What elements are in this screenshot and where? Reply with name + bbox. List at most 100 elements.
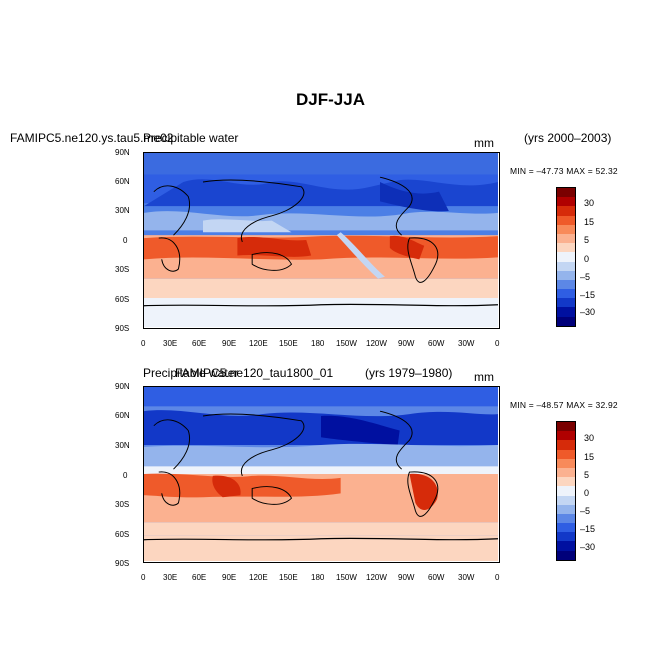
panel2-colorbar-label: –15 xyxy=(580,524,596,534)
colorbar-segment xyxy=(557,206,575,216)
panel2-lon-tick: 90W xyxy=(398,573,415,582)
panel1-units: mm xyxy=(474,136,494,150)
panel1-lon-tick: 0 xyxy=(495,339,500,348)
panel2-units: mm xyxy=(474,370,494,384)
panel2-lon-tick: 120W xyxy=(366,573,387,582)
panel1-lat-tick: 60S xyxy=(115,295,130,304)
panel1-case-title: FAMIPC5.ne120.ys.tau5.me02 xyxy=(10,131,174,145)
colorbar-segment xyxy=(557,188,575,198)
panel1-lon-tick: 180 xyxy=(311,339,325,348)
panel1-lat-tick: 30S xyxy=(115,265,130,274)
panel1-min-max: MIN = –47.73 MAX = 52.32 xyxy=(510,166,618,176)
colorbar-segment xyxy=(557,233,575,244)
colorbar-segment xyxy=(557,289,575,299)
panel2-min-max: MIN = –48.57 MAX = 32.92 xyxy=(510,400,618,410)
colorbar-segment xyxy=(557,513,575,524)
panel1-colorbar xyxy=(556,187,576,327)
panel2-lon-tick: 120E xyxy=(249,573,268,582)
panel2-years: (yrs 1979–1980) xyxy=(365,366,453,380)
panel2-lat-tick: 0 xyxy=(123,471,128,480)
colorbar-segment xyxy=(557,532,575,542)
colorbar-segment xyxy=(557,504,575,514)
panel2-lon-tick: 180 xyxy=(311,573,325,582)
panel2-variable-title: Precipitable water xyxy=(143,366,239,380)
colorbar-segment xyxy=(557,467,575,478)
panel1-colorbar-label: 30 xyxy=(584,198,595,208)
panel2-lon-tick: 150W xyxy=(336,573,357,582)
panel2-map-plot xyxy=(144,387,499,561)
panel2-colorbar-label: 5 xyxy=(584,470,590,480)
panel1-lat-tick: 90N xyxy=(115,148,130,157)
panel1-colorbar-label: –30 xyxy=(580,307,596,317)
colorbar-segment xyxy=(557,261,575,271)
figure-title: DJF-JJA xyxy=(296,90,365,109)
panel2-colorbar-label: –5 xyxy=(580,506,591,516)
panel2-lat-tick: 60S xyxy=(115,530,130,539)
panel1-colorbar-label: –15 xyxy=(580,290,596,300)
panel1-map xyxy=(143,152,500,329)
colorbar-segment xyxy=(557,422,575,432)
colorbar-segment xyxy=(557,307,575,317)
colorbar-segment xyxy=(557,458,575,468)
colorbar-segment xyxy=(557,243,575,253)
panel2-colorbar xyxy=(556,421,576,561)
panel1-lon-tick: 150W xyxy=(336,339,357,348)
panel1-variable-title: Precipitable water xyxy=(143,131,239,145)
panel2-lon-tick: 90E xyxy=(222,573,237,582)
colorbar-segment xyxy=(557,550,575,560)
panel1-lon-tick: 150E xyxy=(279,339,298,348)
panel1-lat-tick: 90S xyxy=(115,324,130,333)
panel1-lat-tick: 30N xyxy=(115,206,130,215)
panel2-lon-tick: 60E xyxy=(192,573,207,582)
panel2-lon-tick: 60W xyxy=(428,573,445,582)
panel2-map xyxy=(143,386,500,563)
panel2-colorbar-label: 15 xyxy=(584,452,595,462)
panel1-years: (yrs 2000–2003) xyxy=(524,131,612,145)
panel1-lon-tick: 60E xyxy=(192,339,207,348)
panel1-lon-tick: 120E xyxy=(249,339,268,348)
panel1-lon-tick: 90E xyxy=(222,339,237,348)
panel1-lon-tick: 60W xyxy=(428,339,445,348)
panel1-lon-tick: 30W xyxy=(458,339,475,348)
panel1-map-plot xyxy=(144,153,499,327)
panel1-lon-tick: 120W xyxy=(366,339,387,348)
panel1-lon-tick: 90W xyxy=(398,339,415,348)
colorbar-segment xyxy=(557,449,575,459)
panel1-colorbar-label: 5 xyxy=(584,235,590,245)
panel1-lat-tick: 60N xyxy=(115,177,130,186)
colorbar-segment xyxy=(557,440,575,450)
panel2-lon-tick: 150E xyxy=(279,573,298,582)
colorbar-segment xyxy=(557,316,575,326)
colorbar-segment xyxy=(557,224,575,234)
panel2-lat-tick: 60N xyxy=(115,411,130,420)
panel2-case-title: FAMIPC5.ne120_tau1800_01 xyxy=(175,366,334,380)
panel1-lat-tick: 0 xyxy=(123,236,128,245)
colorbar-segment xyxy=(557,541,575,551)
panel1-lon-tick: 0 xyxy=(141,339,146,348)
panel2-lon-tick: 30W xyxy=(458,573,475,582)
panel2-colorbar-label: 30 xyxy=(584,433,595,443)
colorbar-segment xyxy=(557,495,575,505)
colorbar-segment xyxy=(557,477,575,487)
panel2-lon-tick: 0 xyxy=(495,573,500,582)
panel1-colorbar-label: 15 xyxy=(584,217,595,227)
colorbar-segment xyxy=(557,197,575,207)
panel2-lon-tick: 30E xyxy=(163,573,178,582)
panel1-lon-tick: 30E xyxy=(163,339,178,348)
panel2-colorbar-label: 0 xyxy=(584,488,590,498)
colorbar-segment xyxy=(557,270,575,280)
panel2-lon-tick: 0 xyxy=(141,573,146,582)
colorbar-segment xyxy=(557,298,575,308)
colorbar-segment xyxy=(557,279,575,290)
colorbar-segment xyxy=(557,523,575,533)
colorbar-segment xyxy=(557,486,575,496)
colorbar-segment xyxy=(557,431,575,441)
panel1-colorbar-label: 0 xyxy=(584,254,590,264)
colorbar-segment xyxy=(557,215,575,225)
panel2-lat-tick: 90N xyxy=(115,382,130,391)
panel2-colorbar-label: –30 xyxy=(580,542,596,552)
panel1-colorbar-label: –5 xyxy=(580,272,591,282)
colorbar-segment xyxy=(557,252,575,262)
panel2-lat-tick: 30N xyxy=(115,441,130,450)
panel2-lat-tick: 30S xyxy=(115,500,130,509)
